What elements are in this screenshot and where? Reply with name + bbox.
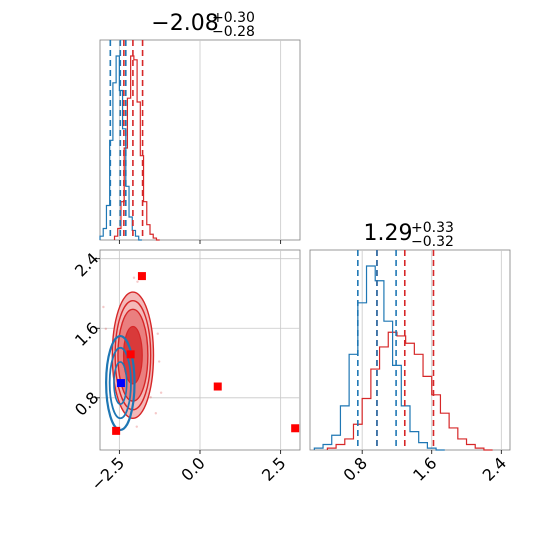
hist-param2-panel [309, 249, 511, 451]
marks-layer [99, 40, 493, 451]
joint-red-marker [126, 350, 135, 359]
hist-param2-red-series [326, 331, 493, 451]
joint-red-marker [112, 426, 121, 435]
joint-sample-point [135, 425, 138, 428]
joint-red-marker [137, 272, 146, 281]
title-lower-error: −0.28 [212, 24, 255, 40]
joint-sample-point [157, 360, 161, 363]
joint-ytick-label: 0.8 [71, 388, 102, 419]
hist-param2-blue-series [313, 265, 445, 451]
joint-blue-marker [116, 379, 125, 388]
joint-red-marker [291, 424, 300, 433]
joint-blue-contour-inner [113, 361, 128, 405]
hist-param2-xtick-label: 1.6 [409, 453, 440, 484]
title-upper-error: +0.33 [411, 220, 454, 236]
joint-sample-point [132, 276, 136, 279]
hist-param1-title: −2.08 [151, 11, 218, 36]
joint-sample-point [136, 280, 139, 283]
joint-sample-point [154, 412, 158, 415]
joint-sample-point [156, 332, 159, 335]
joint-xtick-label: 0.0 [177, 453, 208, 484]
joint-ytick-label: 2.4 [71, 249, 102, 280]
hist-param2-title: 1.29 [364, 221, 413, 246]
title-value: 1.29 [364, 221, 413, 246]
title-lower-error: −0.32 [411, 234, 454, 250]
hist-param2-xtick-label: 0.8 [340, 453, 371, 484]
joint-sample-point [104, 327, 108, 331]
hist-param2-xtick-label: 2.4 [479, 453, 510, 484]
joint-sample-point [102, 305, 105, 309]
joint-sample-point [159, 391, 163, 394]
joint-ytick-label: 1.6 [71, 319, 102, 350]
title-value: −2.08 [151, 11, 218, 36]
hist-param1-blue-series [99, 55, 142, 241]
joint-xtick-label: 2.5 [258, 453, 289, 484]
title-upper-error: +0.30 [212, 10, 255, 26]
joint-blue-contour-mid [108, 346, 132, 420]
hist-param1-red-series [113, 55, 160, 241]
hist-param2-frame [309, 249, 511, 451]
joint-sample-point [149, 396, 152, 399]
joint-xtick-label: −2.5 [87, 453, 128, 494]
joint-blue-contour-outer [105, 334, 136, 432]
joint-red-marker [213, 382, 222, 391]
